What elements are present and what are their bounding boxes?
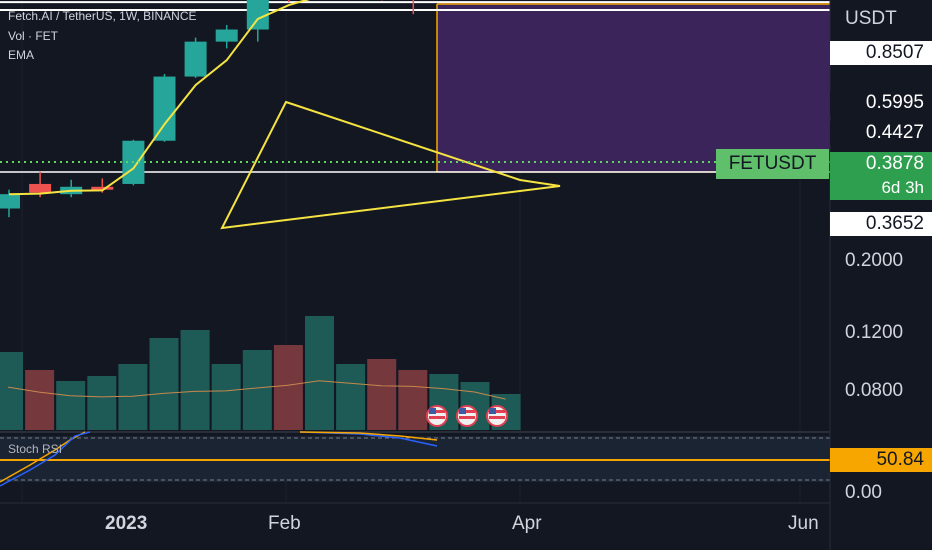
rsi-zero-label: 0.00 bbox=[845, 482, 882, 503]
symbol-title[interactable]: Fetch.AI / TetherUS, 1W, BINANCE bbox=[8, 9, 197, 23]
candle[interactable] bbox=[153, 73, 176, 142]
volume-bar bbox=[25, 370, 55, 430]
volume-bar bbox=[398, 370, 428, 430]
stoch-d-tail bbox=[299, 431, 438, 441]
volume-bar bbox=[118, 364, 148, 430]
volume-bar bbox=[87, 376, 117, 430]
candle[interactable] bbox=[215, 24, 238, 49]
level-label-0.3652[interactable]: 0.3652 bbox=[830, 212, 932, 236]
level-label-0.8507[interactable]: 0.8507 bbox=[830, 41, 932, 65]
triangle-pattern[interactable] bbox=[220, 100, 561, 230]
stoch-d-line bbox=[0, 431, 86, 483]
candle-body bbox=[215, 29, 238, 42]
axis-label-0.0800: 0.0800 bbox=[845, 380, 904, 401]
us-flag-event-icon[interactable] bbox=[426, 405, 448, 427]
candle-body bbox=[184, 41, 207, 77]
axis-label-0.1200: 0.1200 bbox=[845, 322, 904, 343]
current-price-label[interactable]: 0.3878 bbox=[830, 152, 932, 176]
candle-countdown: 6d 3h bbox=[830, 176, 932, 200]
stoch-rsi-title[interactable]: Stoch RSI bbox=[8, 442, 63, 456]
time-label-apr: Apr bbox=[512, 513, 542, 534]
volume-bar bbox=[211, 364, 241, 430]
candle-body bbox=[0, 194, 20, 209]
volume-bar bbox=[149, 338, 179, 430]
volume-bar bbox=[56, 381, 86, 430]
stoch-k-line bbox=[0, 431, 91, 487]
volume-ma-line bbox=[7, 380, 506, 400]
volume-bar bbox=[273, 345, 303, 430]
volume-bar bbox=[336, 364, 366, 430]
candle-body bbox=[153, 76, 176, 141]
candle-body bbox=[91, 186, 114, 190]
volume-bar bbox=[0, 352, 23, 430]
time-label-feb: Feb bbox=[268, 513, 301, 534]
time-label-2023: 2023 bbox=[105, 513, 148, 534]
level-label-0.4427[interactable]: 0.4427 bbox=[830, 121, 932, 145]
volume-legend[interactable]: Vol · FET bbox=[8, 29, 59, 43]
us-flag-event-icon[interactable] bbox=[456, 405, 478, 427]
candle[interactable] bbox=[0, 189, 20, 218]
candle-body bbox=[246, 0, 269, 30]
target-zone[interactable] bbox=[437, 4, 830, 172]
volume-bar bbox=[305, 316, 334, 430]
volume-bar bbox=[180, 330, 210, 430]
us-flag-event-icon[interactable] bbox=[486, 405, 508, 427]
ema-line[interactable] bbox=[8, 0, 444, 196]
candle-body bbox=[29, 183, 52, 193]
candle[interactable] bbox=[402, 0, 424, 15]
currency-label[interactable]: USDT bbox=[845, 8, 897, 29]
volume-bar bbox=[242, 350, 272, 430]
stoch-rsi-value: 50.84 bbox=[830, 448, 932, 472]
event-icons[interactable] bbox=[426, 405, 508, 427]
time-label-jun: Jun bbox=[788, 513, 819, 534]
level-label-0.5995[interactable]: 0.5995 bbox=[830, 91, 932, 115]
axis-label-0.2000: 0.2000 bbox=[845, 250, 904, 271]
ticker-badge[interactable]: FETUSDT bbox=[716, 149, 829, 179]
candle[interactable] bbox=[246, 0, 269, 42]
volume-bar bbox=[367, 359, 397, 430]
candle[interactable] bbox=[184, 37, 207, 78]
ema-legend[interactable]: EMA bbox=[8, 48, 35, 62]
